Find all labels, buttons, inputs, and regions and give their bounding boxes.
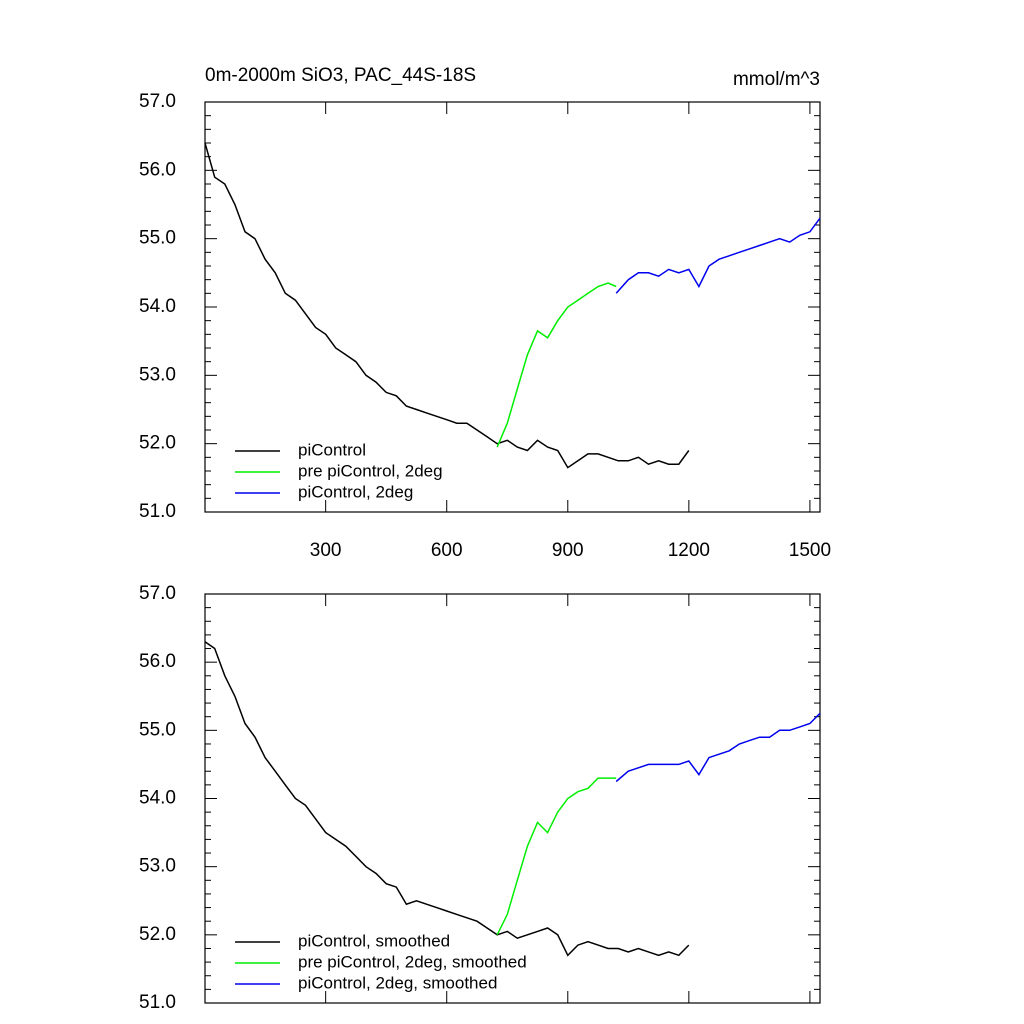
data-line <box>615 217 821 294</box>
units-label: mmol/m^3 <box>733 69 820 90</box>
x-tick-label: 900 <box>552 540 584 561</box>
data-line <box>496 777 617 936</box>
x-tick-label: 1200 <box>668 540 710 561</box>
y-tick-label: 54.0 <box>139 788 176 809</box>
y-tick-label: 56.0 <box>139 651 176 672</box>
y-tick-label: 57.0 <box>139 583 176 604</box>
y-tick-label: 53.0 <box>139 364 176 385</box>
data-line <box>204 641 690 957</box>
y-tick-label: 53.0 <box>139 856 176 877</box>
x-tick-label: 600 <box>431 540 463 561</box>
y-tick-label: 57.0 <box>139 91 176 112</box>
y-tick-label: 51.0 <box>139 992 176 1013</box>
y-tick-label: 55.0 <box>139 228 176 249</box>
legend-label: pre piControl, 2deg <box>298 461 443 480</box>
legend-label: piControl, 2deg, smoothed <box>298 973 497 992</box>
data-line <box>204 142 690 469</box>
y-tick-label: 51.0 <box>139 501 176 522</box>
data-line <box>496 282 617 448</box>
legend-label: piControl, 2deg <box>298 482 413 501</box>
y-tick-label: 52.0 <box>139 433 176 454</box>
legend-label: piControl <box>298 440 366 459</box>
data-line <box>615 712 821 783</box>
y-tick-label: 54.0 <box>139 296 176 317</box>
chart-title: 0m-2000m SiO3, PAC_44S-18S <box>205 65 476 86</box>
legend-label: pre piControl, 2deg, smoothed <box>298 952 527 971</box>
y-tick-label: 55.0 <box>139 719 176 740</box>
y-tick-label: 52.0 <box>139 924 176 945</box>
y-tick-label: 56.0 <box>139 159 176 180</box>
legend-label: piControl, smoothed <box>298 931 450 950</box>
x-tick-label: 1500 <box>789 540 831 561</box>
x-tick-label: 300 <box>310 540 342 561</box>
